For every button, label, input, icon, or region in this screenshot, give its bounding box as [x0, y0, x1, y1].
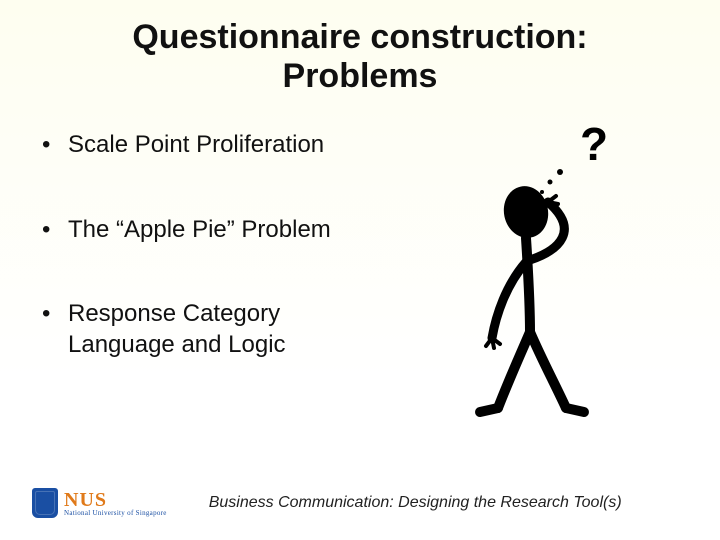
title-line-2: Problems — [283, 57, 438, 95]
svg-text:?: ? — [580, 120, 608, 170]
bullet-list: Scale Point Proliferation The “Apple Pie… — [42, 130, 372, 415]
bullet-item: The “Apple Pie” Problem — [42, 215, 372, 246]
bullet-text: Scale Point Proliferation — [68, 131, 324, 158]
logo-main: NUS — [64, 490, 167, 510]
nus-crest-icon — [32, 488, 58, 518]
footer: NUS National University of Singapore Bus… — [0, 488, 720, 518]
slide-title: Questionnaire construction: Problems — [0, 0, 720, 96]
footer-caption: Business Communication: Designing the Re… — [209, 494, 622, 512]
nus-logo-text: NUS National University of Singapore — [64, 490, 167, 517]
bullet-text: The “Apple Pie” Problem — [68, 216, 331, 243]
slide: Questionnaire construction: Problems Sca… — [0, 0, 720, 540]
nus-logo: NUS National University of Singapore — [32, 488, 167, 518]
logo-sub: National University of Singapore — [64, 510, 167, 517]
bullet-item: Scale Point Proliferation — [42, 130, 372, 161]
thinking-figure-icon: ? — [430, 120, 650, 420]
bullet-item: Response Category Language and Logic — [42, 299, 372, 360]
bullet-text: Response Category Language and Logic — [68, 300, 286, 358]
title-line-1: Questionnaire construction: — [132, 18, 587, 56]
